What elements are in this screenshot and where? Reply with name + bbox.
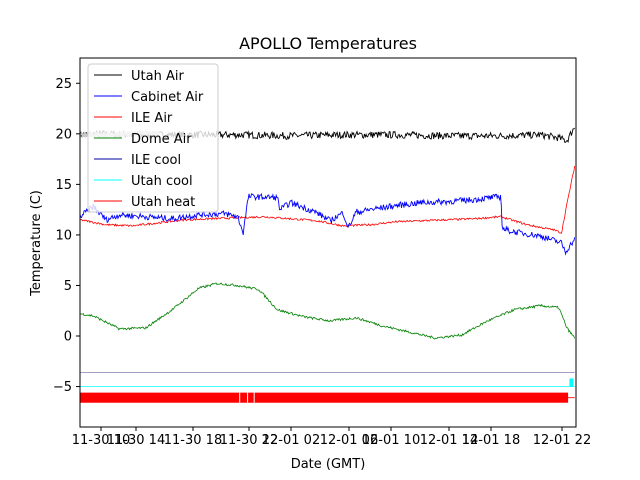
legend-label-ile-air: ILE Air [131, 111, 173, 126]
utah-cool-spike [569, 378, 574, 387]
legend-label-cabinet-air: Cabinet Air [131, 90, 204, 105]
x-tick-label: 11-30 22 [220, 433, 278, 448]
y-axis-label: Temperature (C) [29, 190, 44, 297]
series-dome-air [79, 282, 576, 340]
x-tick-label: 12-01 06 [320, 433, 378, 448]
legend-label-utah-cool: Utah cool [131, 174, 193, 189]
utah-heat-gap [239, 392, 241, 403]
x-tick-label: 11-30 10 [72, 433, 130, 448]
x-axis-label: Date (GMT) [291, 457, 366, 472]
x-tick-label: 12-01 14 [420, 433, 478, 448]
x-tick-label: 11-30 14 [107, 433, 165, 448]
plot-frame [79, 57, 577, 428]
legend-label-dome-air: Dome Air [131, 132, 192, 147]
y-tick-label: 25 [55, 77, 72, 92]
x-tick-label: 11-30 18 [164, 433, 222, 448]
x-tick-label: 12-01 22 [533, 433, 591, 448]
y-tick-label: 10 [55, 228, 72, 243]
x-tick-label: 12-01 10 [362, 433, 420, 448]
y-tick-label: 15 [55, 178, 72, 193]
legend-label-utah-air: Utah Air [131, 69, 184, 84]
y-tick-label: 5 [64, 279, 72, 294]
legend: Utah Air Cabinet Air ILE Air Dome Air ILE co… [87, 63, 219, 213]
utah-heat-bars [80, 378, 574, 403]
utah-heat-bar [80, 392, 569, 403]
x-tick-label: 12-01 18 [462, 433, 520, 448]
chart-title: APOLLO Temperatures [239, 34, 417, 53]
y-tick-label: 20 [55, 127, 72, 142]
y-ticks: −5 0 5 10 15 20 25 [53, 77, 80, 395]
legend-label-ile-cool: ILE cool [131, 153, 181, 168]
series-ile-air [79, 165, 576, 234]
utah-heat-gap [253, 392, 255, 403]
x-tick-label: 12-01 02 [262, 433, 320, 448]
utah-heat-gap [247, 392, 249, 403]
series-ile-cool [79, 193, 576, 256]
legend-box [87, 63, 219, 213]
y-tick-label: −5 [53, 380, 72, 395]
y-tick-label: 0 [64, 330, 72, 345]
legend-label-utah-heat: Utah heat [131, 195, 195, 210]
